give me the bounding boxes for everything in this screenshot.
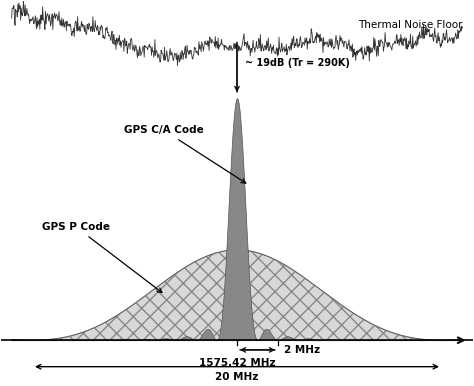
Text: GPS P Code: GPS P Code bbox=[42, 222, 162, 293]
Text: ~ 19dB (Tr = 290K): ~ 19dB (Tr = 290K) bbox=[245, 58, 350, 68]
Text: 1575.42 MHz: 1575.42 MHz bbox=[199, 358, 275, 368]
Text: GPS C/A Code: GPS C/A Code bbox=[124, 125, 246, 183]
Text: 2 MHz: 2 MHz bbox=[284, 345, 320, 355]
Text: Thermal Noise Floor: Thermal Noise Floor bbox=[358, 20, 462, 30]
Text: 20 MHz: 20 MHz bbox=[215, 372, 259, 383]
